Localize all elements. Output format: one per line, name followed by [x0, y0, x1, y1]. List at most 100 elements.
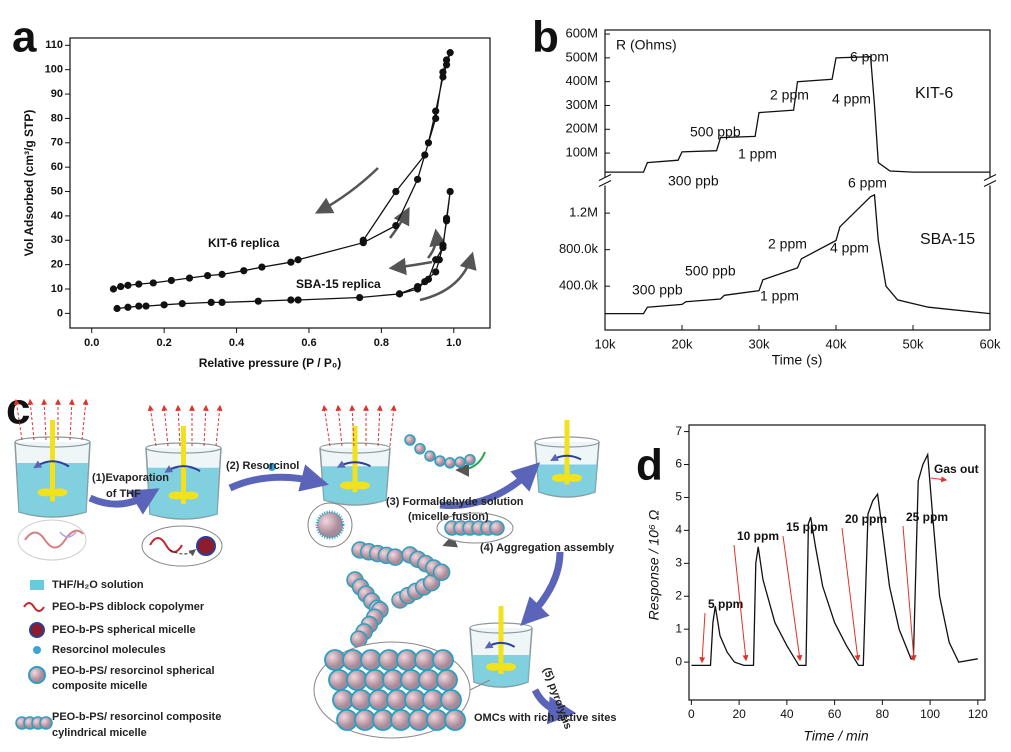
cylindrical-micelle — [408, 709, 430, 731]
stir-blade — [51, 488, 68, 497]
cylindrical-micelle — [432, 649, 454, 671]
data-point — [432, 114, 440, 123]
cylindrical-micelle — [368, 689, 390, 711]
data-point — [413, 175, 422, 183]
data-point — [413, 282, 422, 291]
composite-micelle — [315, 510, 345, 540]
vapor-arrow — [389, 404, 397, 447]
arrow — [389, 206, 410, 239]
x-tick-label: 60 — [828, 707, 842, 721]
legend-label: cylindrical micelle — [52, 727, 147, 739]
vapor-arrow — [349, 404, 356, 447]
data-line — [605, 56, 990, 173]
legend-label: PEO-b-PS diblock copolymer — [52, 601, 205, 613]
copolymer — [59, 531, 77, 538]
y-tick-label: 400M — [565, 73, 598, 88]
data-point — [392, 187, 400, 196]
x-tick-label: 1.0 — [446, 337, 461, 349]
vapor-arrow — [335, 404, 343, 447]
cylindrical-micelle — [440, 689, 462, 711]
data-point — [287, 296, 295, 304]
cylindrical-micelle — [354, 709, 376, 731]
cylindrical-micelle — [372, 709, 394, 731]
data-point — [203, 272, 212, 280]
stir-arrow — [164, 465, 201, 473]
data-point — [432, 268, 440, 276]
vapor-arrow — [376, 404, 383, 447]
data-point — [113, 304, 121, 313]
y-tick-label: 3 — [675, 555, 682, 569]
composite-micelle — [434, 455, 446, 467]
cylindrical-micelle — [422, 689, 444, 711]
vapor-arrow — [27, 398, 35, 441]
data-point — [294, 256, 302, 264]
annotation: 4 ppm — [832, 91, 871, 107]
data-point — [356, 293, 364, 302]
step-label: (2) Resorcinol — [226, 460, 299, 472]
stir-arrow — [336, 460, 371, 468]
x-tick-label: 30k — [749, 336, 770, 351]
annotation: 500 ppb — [685, 263, 736, 279]
panel-label: c — [6, 385, 30, 434]
annotation-arrow — [930, 476, 948, 483]
data-point — [178, 300, 186, 308]
annotation-arrow — [782, 535, 803, 662]
legend-label: Resorcinol molecules — [52, 644, 166, 656]
vapor-arrow — [13, 398, 23, 441]
legend-label: PEO-b-PS/ resorcinol spherical — [52, 665, 215, 677]
annotation: 300 ppb — [668, 173, 719, 189]
x-tick-label: 20k — [672, 336, 693, 351]
process-arrow — [88, 488, 160, 515]
arrow — [419, 251, 477, 302]
process-arrow — [228, 464, 329, 492]
data-point — [395, 290, 404, 298]
data-point — [421, 151, 429, 159]
data-point — [124, 303, 132, 311]
legend-label: THF/H₂O solution — [52, 579, 144, 591]
data-point — [424, 275, 433, 283]
stir-rod — [564, 420, 570, 485]
plot-frame — [69, 37, 491, 329]
process-arrow — [455, 451, 486, 477]
data-point — [109, 285, 118, 293]
zoom-circle — [17, 519, 87, 561]
legend-label: PEO-b-PS/ resorcinol composite — [52, 711, 221, 723]
data-point — [160, 301, 168, 309]
legend-icon — [33, 646, 41, 654]
annotation: 20 ppm — [845, 512, 887, 526]
cylindrical-micelle — [342, 649, 364, 671]
y-tick-label: 30 — [51, 234, 63, 246]
arrow — [388, 257, 433, 276]
y-axis-label: R (Ohms) — [616, 37, 677, 53]
stir-rod — [181, 426, 186, 505]
data-point — [240, 267, 248, 275]
x-tick-label: 50k — [903, 336, 924, 351]
data-point — [287, 258, 295, 266]
data-line — [605, 193, 991, 315]
y-tick-label: 4 — [675, 523, 682, 537]
data-line — [113, 52, 451, 290]
composite-micelle — [464, 453, 476, 466]
vapor-arrow — [215, 404, 223, 447]
composite-micelle — [414, 443, 426, 455]
annotation-arrow — [902, 525, 917, 662]
stir-blade — [340, 481, 356, 490]
stir-blade — [182, 491, 199, 500]
data-point — [185, 274, 194, 282]
stir-blade — [354, 481, 370, 490]
data-point — [294, 296, 302, 304]
stir-rod — [352, 426, 358, 493]
panel-label: d — [636, 441, 663, 490]
stir-blade — [500, 662, 516, 671]
y-tick-label: 80 — [51, 112, 63, 124]
y-tick-label: 40 — [51, 210, 63, 222]
data-point — [442, 214, 451, 222]
process-arrow — [169, 549, 197, 557]
annotation: 2 ppm — [770, 87, 809, 103]
data-line — [691, 452, 978, 667]
vapor-arrow — [161, 404, 169, 447]
annotation: 25 ppm — [906, 510, 948, 524]
annotation: 6 ppm — [850, 49, 889, 65]
data-point — [135, 302, 143, 310]
annotation-arrow — [841, 527, 861, 662]
